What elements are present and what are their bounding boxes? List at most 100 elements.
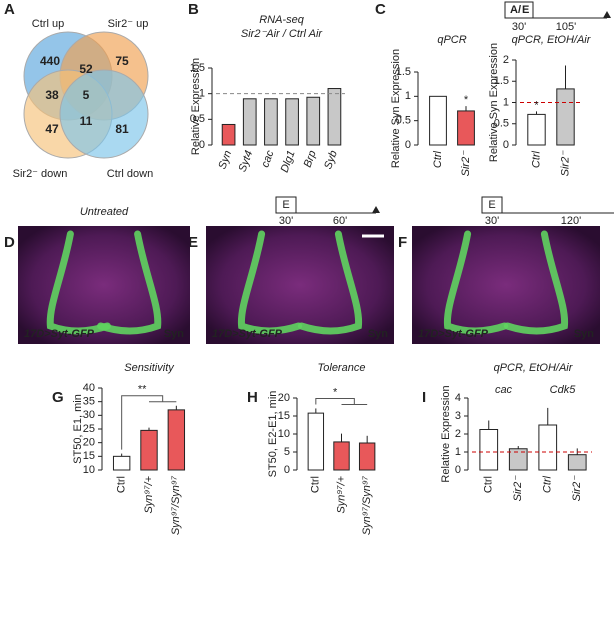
venn-count: 440 [40, 54, 60, 68]
chart-title: RNA-seq [259, 14, 305, 26]
significance-bracket [121, 395, 177, 450]
image-stain: Syn [368, 328, 388, 340]
significance: * [534, 99, 539, 111]
y-tick-label: 1 [405, 90, 411, 102]
x-tick-label: cac [259, 148, 276, 169]
y-tick-label: 0.5 [190, 113, 205, 125]
gfp-lobe [237, 230, 303, 335]
x-tick-label: Syn [216, 149, 234, 171]
image-caption: 17D>Syt-GFP [24, 328, 95, 340]
y-tick-label: 10 [278, 428, 290, 440]
timeline-label: 30' [485, 215, 499, 227]
gfp-lobe [443, 230, 509, 335]
image-stain: Syn [164, 328, 184, 340]
x-tick-label: Syn⁹⁷/Syn⁹⁷ [361, 475, 373, 535]
y-tick-label: 1 [503, 96, 509, 108]
chart-title: qPCR [437, 34, 466, 46]
y-axis-label: Relative Syn Expression [390, 49, 402, 168]
y-axis-label: Relative Syn Expression [488, 43, 500, 162]
timeline-label: 105' [556, 21, 576, 33]
panel-letter: A [4, 1, 15, 18]
y-tick-label: 0.5 [494, 118, 509, 130]
y-tick-label: 1.5 [494, 75, 509, 87]
bar [538, 424, 558, 471]
timeline-label: 120' [561, 215, 581, 227]
x-tick-label: Syn⁹⁷/+ [335, 475, 347, 513]
panel-letter: F [398, 234, 407, 251]
image-title: Untreated [80, 206, 129, 218]
timeline-label: A/ [510, 4, 521, 16]
y-tick-label: 0.5 [396, 115, 411, 127]
y-axis-label: Relative Expression [190, 58, 202, 155]
x-tick-label: Sir2⁻ [460, 150, 472, 177]
gfp-lobe [503, 230, 569, 335]
panel-letter: D [4, 234, 15, 251]
bar [327, 88, 342, 146]
bar [556, 88, 575, 146]
x-tick-label: Ctrl [530, 150, 542, 168]
significance: * [333, 386, 338, 398]
chart-title: Tolerance [318, 362, 366, 374]
image-stain: Syn [574, 328, 594, 340]
venn-set-label: Sir2⁻ down [13, 168, 68, 180]
x-tick-label: Syt4 [236, 149, 255, 174]
x-tick-label: Dlg1 [279, 149, 298, 174]
bar [457, 110, 475, 146]
y-tick-label: 0 [284, 464, 290, 476]
x-tick-label: Brp [302, 149, 319, 169]
y-axis-label: Relative Expression [440, 385, 452, 482]
y-tick-label: 2 [455, 428, 461, 440]
timeline-label: 60' [333, 215, 347, 227]
bar [242, 98, 257, 146]
y-tick-label: 0 [405, 139, 411, 151]
venn-count: 11 [80, 114, 93, 128]
y-tick-label: 30 [83, 409, 95, 421]
y-axis-label: ST50, E2-E1, min [267, 391, 279, 478]
venn-set-label: Sir2⁻ up [108, 18, 149, 30]
timeline-label: E [282, 199, 289, 211]
venn-count: 5 [83, 88, 90, 102]
timeline-label: 30' [512, 21, 526, 33]
image-caption: 17D>Syt-GFP [418, 328, 489, 340]
panel-letter: B [188, 1, 199, 18]
bar [429, 95, 447, 146]
x-tick-label: Ctrl [542, 475, 554, 493]
y-tick-label: 4 [455, 392, 461, 404]
y-tick-label: 5 [284, 446, 290, 458]
image-caption: 17D>Syt-GFP [212, 328, 283, 340]
venn-count: 75 [115, 54, 129, 68]
timeline-arrow [372, 206, 380, 213]
panel-letter: G [52, 389, 64, 406]
chart-title: qPCR, EtOH/Air [494, 362, 574, 374]
x-tick-label: Syn⁹⁷/Syn⁹⁷ [170, 475, 182, 535]
bar [264, 98, 278, 146]
bar [358, 442, 376, 471]
bar [140, 429, 158, 471]
timeline-label: E [522, 4, 529, 16]
x-tick-label: Ctrl [483, 476, 495, 493]
y-tick-label: 20 [278, 392, 290, 404]
bar [306, 96, 321, 146]
bar [479, 429, 499, 471]
timeline-box [504, 1, 534, 19]
timeline-box [481, 196, 503, 214]
venn-count: 47 [45, 122, 59, 136]
venn-circle [59, 69, 149, 159]
y-tick-label: 0 [455, 464, 461, 476]
y-tick-label: 3 [455, 410, 461, 422]
bar [527, 113, 546, 146]
y-tick-label: 2 [503, 54, 509, 66]
significance: ** [138, 384, 147, 396]
venn-set-label: Ctrl up [32, 18, 64, 30]
y-tick-label: 0 [503, 139, 509, 151]
x-tick-label: Sir2⁻ [571, 475, 583, 502]
y-tick-label: 35 [83, 396, 95, 408]
panel-letter: I [422, 389, 426, 406]
significance: * [464, 94, 469, 106]
x-tick-label: Syn⁹⁷/+ [143, 475, 155, 513]
x-tick-label: Sir2⁻ [559, 150, 571, 177]
y-tick-label: 15 [278, 410, 290, 422]
venn-count: 81 [115, 122, 129, 136]
bar [221, 123, 236, 146]
